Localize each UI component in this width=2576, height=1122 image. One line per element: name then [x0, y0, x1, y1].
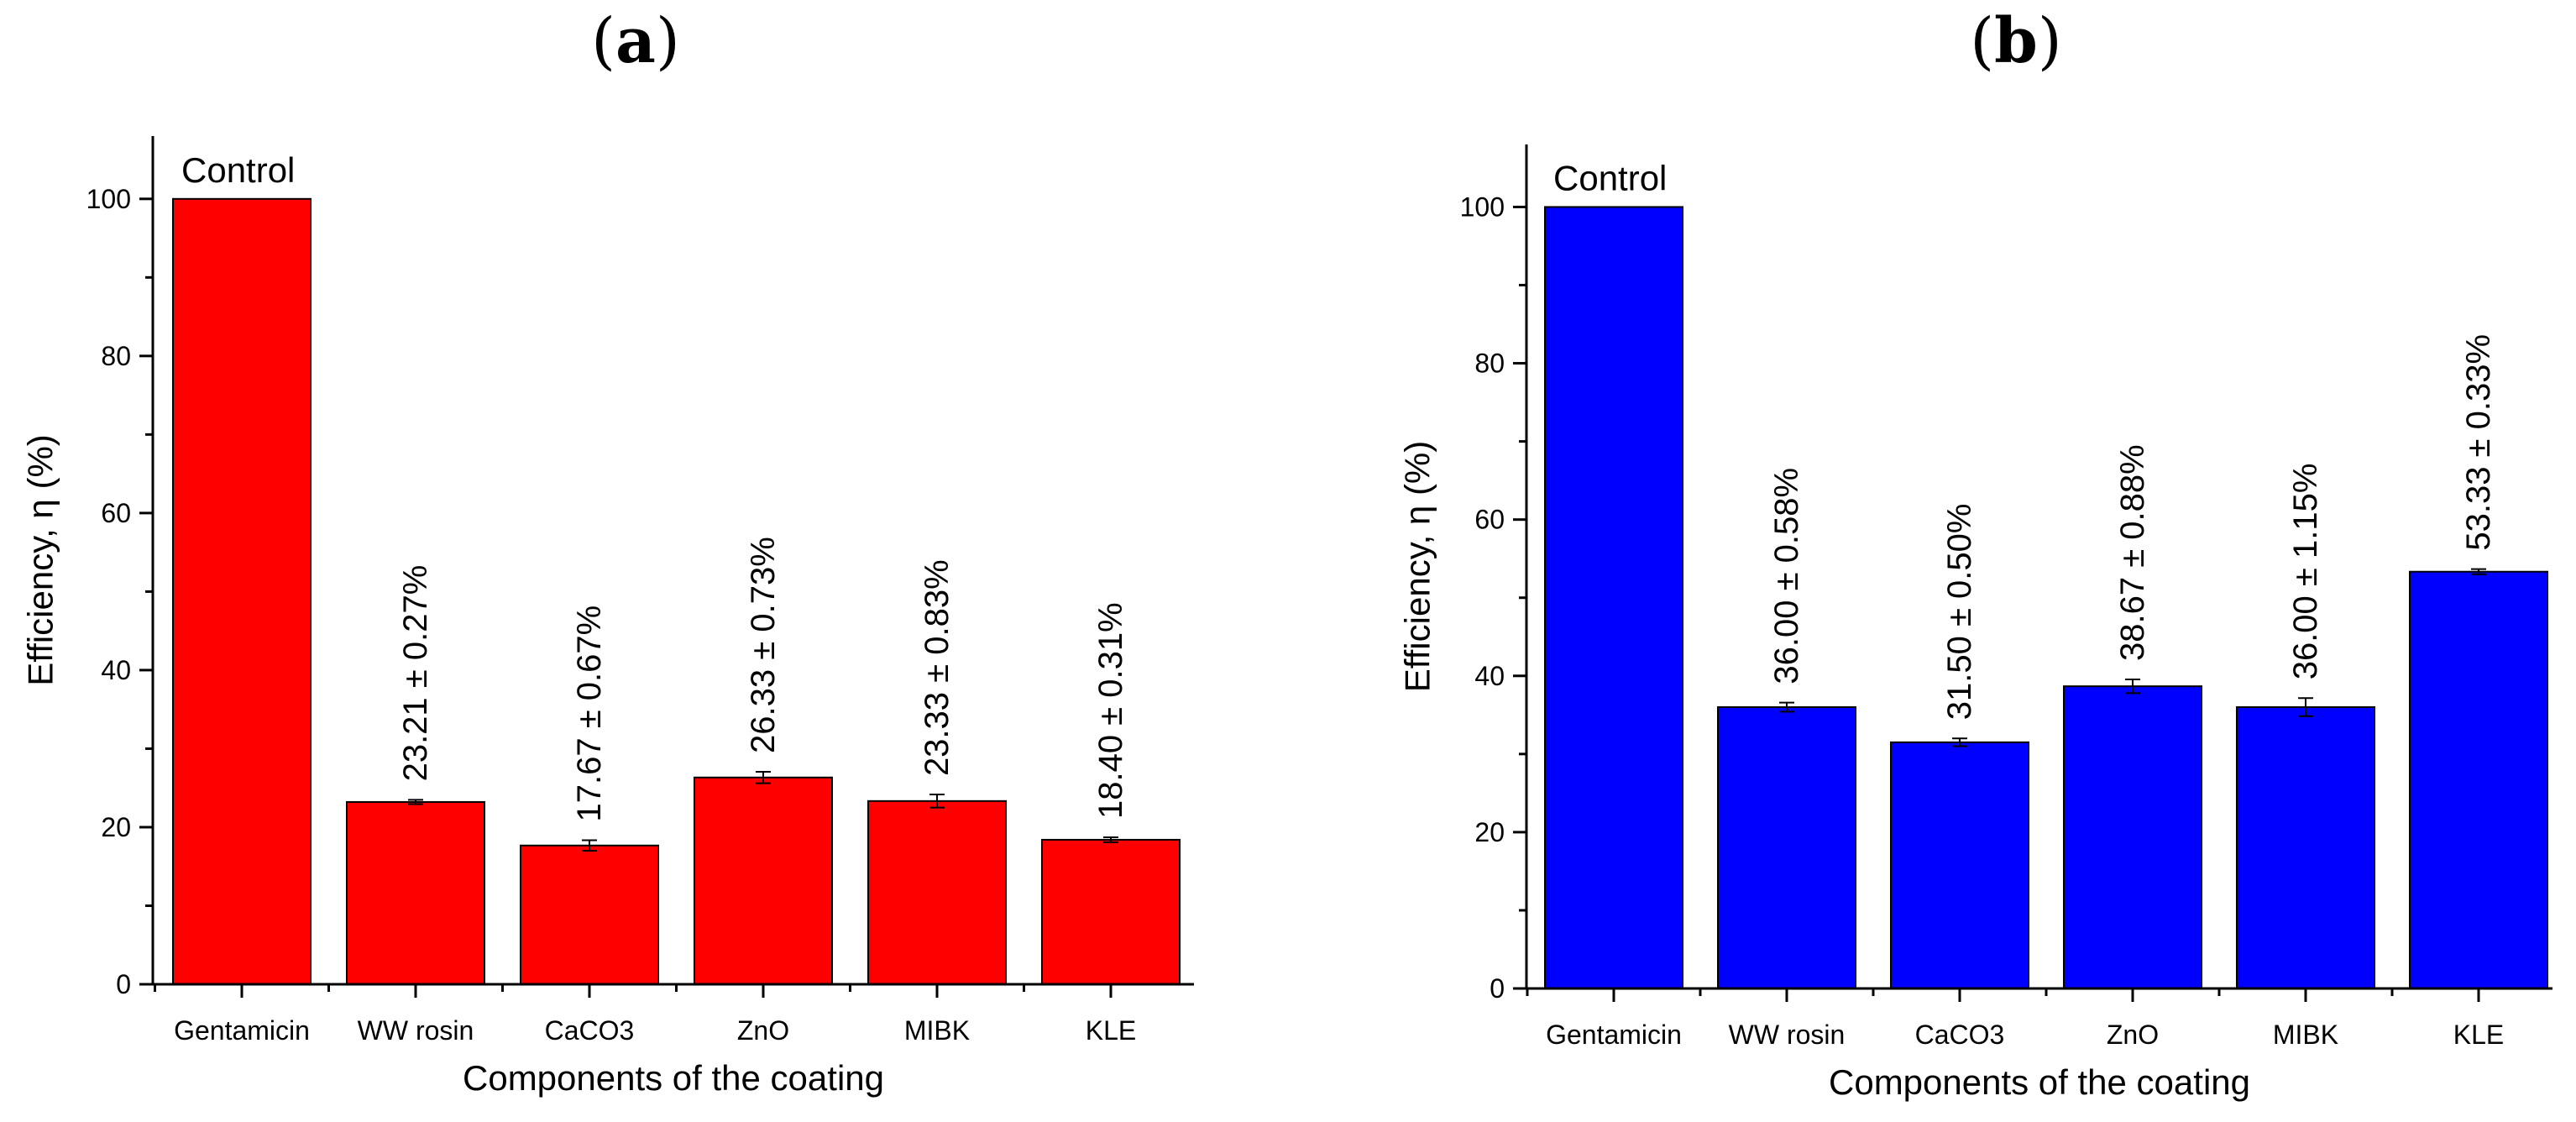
- bar-zno: [694, 776, 833, 985]
- y-tick-label: 60: [101, 498, 131, 528]
- data-label: 23.21 ± 0.27%: [397, 565, 434, 782]
- y-tick-label: 80: [101, 341, 131, 371]
- x-tick-label: Gentamicin: [1546, 1020, 1682, 1050]
- x-tick-label: KLE: [1086, 1015, 1136, 1046]
- bar-caco3: [520, 844, 659, 986]
- panel-label: (b): [1970, 5, 2062, 77]
- bar-kle: [2409, 570, 2548, 990]
- data-label: 36.00 ± 1.15%: [2287, 464, 2324, 680]
- chart-panel-b: (b) 36.00 ± 0.58% 31.50 ± 0.50% 38.67 ± 0.8…: [1398, 5, 2552, 1102]
- y-tick-label: 100: [1460, 191, 1505, 222]
- chart-panel-a: (a) 23.21 ± 0.27% 17.67 ± 0.67% 26.33 ± 0.7…: [21, 5, 1194, 1098]
- x-axis-title: Components of the coating: [1829, 1062, 2250, 1102]
- bar-caco3: [1890, 741, 2029, 989]
- x-tick-label: CaCO3: [1915, 1020, 2005, 1050]
- y-tick-label: 100: [86, 184, 131, 214]
- x-tick-label: Gentamicin: [174, 1015, 310, 1046]
- y-axis-title: Efficiency, η (%): [1398, 441, 1437, 693]
- control-annotation: Control: [181, 150, 295, 190]
- bar-zno: [2063, 685, 2202, 989]
- panel-label: (a): [591, 5, 680, 77]
- bar-kle: [1041, 838, 1181, 985]
- bar-gentamicin: [172, 197, 312, 985]
- bar-ww-rosin: [346, 800, 485, 986]
- data-label: 53.33 ± 0.33%: [2460, 334, 2497, 551]
- bar-ww-rosin: [1717, 706, 1856, 989]
- control-annotation: Control: [1553, 158, 1667, 197]
- y-tick-label: 40: [101, 655, 131, 685]
- x-tick-label: MIBK: [2273, 1020, 2338, 1050]
- data-label: 23.33 ± 0.83%: [919, 559, 956, 776]
- data-label: 38.67 ± 0.88%: [2114, 444, 2151, 661]
- data-label: 18.40 ± 0.31%: [1092, 602, 1129, 819]
- data-label: 26.33 ± 0.73%: [745, 537, 782, 753]
- data-label: 17.67 ± 0.67%: [571, 606, 608, 822]
- data-label: 36.00 ± 0.58%: [1768, 468, 1805, 684]
- x-tick-label: ZnO: [2107, 1020, 2159, 1050]
- y-tick-label: 20: [101, 812, 131, 842]
- y-axis-title: Efficiency, η (%): [21, 434, 60, 686]
- y-tick-label: 80: [1474, 349, 1505, 379]
- x-tick-label: ZnO: [737, 1015, 789, 1046]
- x-tick-label: CaCO3: [545, 1015, 635, 1046]
- y-tick-label: 60: [1474, 505, 1505, 535]
- y-tick-label: 0: [116, 969, 131, 999]
- panel-letter: a: [615, 5, 656, 77]
- bar-gentamicin: [1544, 206, 1683, 989]
- x-tick-label: MIBK: [904, 1015, 970, 1046]
- data-label: 31.50 ± 0.50%: [1941, 504, 1978, 721]
- x-axis-title: Components of the coating: [463, 1058, 884, 1098]
- y-tick-label: 40: [1474, 661, 1505, 691]
- x-tick-label: WW rosin: [358, 1015, 474, 1046]
- x-tick-label: WW rosin: [1729, 1020, 1846, 1050]
- x-tick-label: KLE: [2453, 1020, 2504, 1050]
- bar-mibk: [2236, 706, 2375, 989]
- y-tick-label: 0: [1490, 973, 1505, 1004]
- panel-letter: b: [1994, 5, 2038, 77]
- bar-mibk: [867, 800, 1007, 985]
- y-tick-label: 20: [1474, 817, 1505, 847]
